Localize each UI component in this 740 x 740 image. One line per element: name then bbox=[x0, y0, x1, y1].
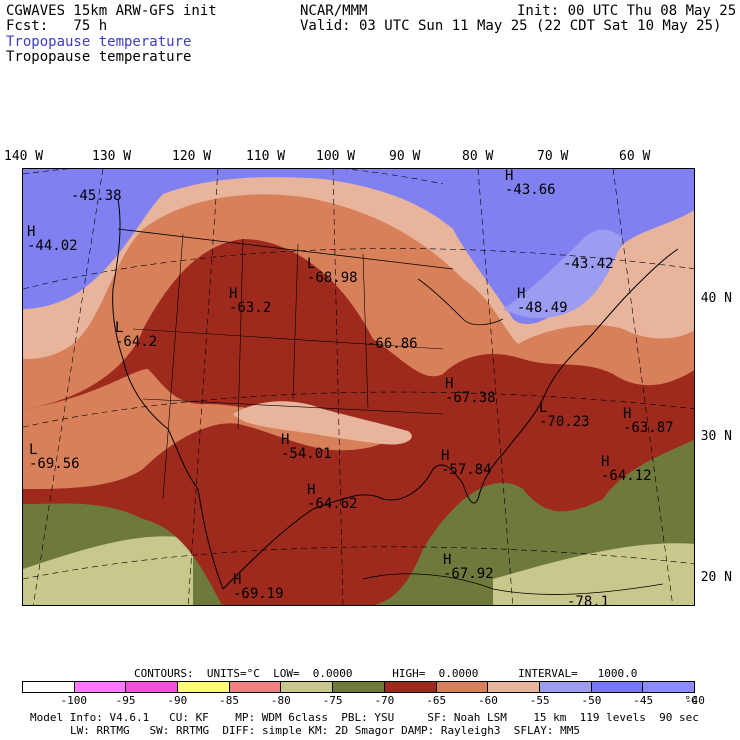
extremum-label: -45.38 bbox=[71, 188, 122, 204]
fill-khaki bbox=[23, 536, 193, 605]
fill-peach bbox=[233, 401, 412, 445]
colorbar-tick-label: -40 bbox=[685, 694, 705, 707]
lon-label: 130 W bbox=[92, 149, 132, 164]
fill-lavender bbox=[503, 229, 623, 319]
extremum-label: H -64.12 bbox=[601, 454, 652, 484]
colorbar-tick-label: -80 bbox=[270, 694, 291, 707]
colorbar-tick-label: -65 bbox=[426, 694, 447, 707]
lat-label: 40 N bbox=[700, 291, 732, 306]
extremum-label: -43.42 bbox=[563, 256, 614, 272]
colorbar-swatch bbox=[591, 682, 644, 692]
colorbar-swatch bbox=[643, 682, 694, 692]
lon-label: 120 W bbox=[172, 149, 212, 164]
extremum-label: H -57.84 bbox=[441, 448, 492, 478]
colorbar-swatch bbox=[539, 682, 592, 692]
colorbar-swatch bbox=[333, 682, 385, 692]
init-time: Init: 00 UTC Thu 08 May 25 bbox=[517, 3, 737, 19]
colorbar bbox=[22, 681, 695, 693]
extremum-label: H -67.92 bbox=[443, 552, 494, 582]
colorbar-swatch bbox=[384, 682, 437, 692]
colorbar-tick-label: -85 bbox=[219, 694, 239, 707]
lon-label: 70 W bbox=[537, 149, 569, 164]
extremum-label: -66.86 bbox=[367, 336, 418, 352]
colorbar-swatch bbox=[488, 682, 540, 692]
extremum-label: H -69.19 bbox=[233, 572, 284, 602]
extremum-label: L -70.23 bbox=[539, 400, 590, 430]
model-info-line2: LW: RRTMG SW: RRTMG DIFF: simple KM: 2D … bbox=[70, 724, 580, 737]
model-info-line1: Model Info: V4.6.1 CU: KF MP: WDM 6class… bbox=[30, 711, 699, 724]
extremum-label: H -67.38 bbox=[445, 376, 496, 406]
field-title: Tropopause temperature bbox=[6, 49, 192, 65]
extremum-label: L -68.98 bbox=[307, 256, 358, 286]
contour-info: CONTOURS: UNITS=°C LOW= 0.0000 HIGH= 0.0… bbox=[134, 667, 638, 680]
lon-label: 100 W bbox=[316, 149, 356, 164]
lat-label: 30 N bbox=[700, 429, 732, 444]
colorbar-tick-label: °C bbox=[684, 694, 698, 707]
colorbar-tick-label: -95 bbox=[115, 694, 136, 707]
lon-label: 110 W bbox=[246, 149, 286, 164]
colorbar-tick-label: -70 bbox=[374, 694, 395, 707]
lat-label: 20 N bbox=[700, 570, 732, 585]
map-panel: -45.38 H -43.66 H -44.02 L -68.98 H -63.2 -4… bbox=[22, 168, 695, 606]
colorbar-swatch bbox=[126, 682, 179, 692]
extremum-label: H -44.02 bbox=[27, 224, 78, 254]
colorbar-tick-label: -50 bbox=[581, 694, 602, 707]
model-title: CGWAVES 15km ARW-GFS init bbox=[6, 3, 217, 19]
colorbar-tick-label: -100 bbox=[60, 694, 88, 707]
colorbar-swatch bbox=[229, 682, 282, 692]
fill-orange bbox=[23, 369, 385, 489]
extremum-label: H -63.2 bbox=[229, 286, 272, 316]
lon-label: 140 W bbox=[4, 149, 44, 164]
extremum-label: H -63.87 bbox=[623, 406, 674, 436]
field-title-blue: Tropopause temperature bbox=[6, 34, 192, 50]
lon-label: 80 W bbox=[462, 149, 494, 164]
extremum-label: L -64.2 bbox=[115, 320, 158, 350]
colorbar-tick-label: -90 bbox=[167, 694, 188, 707]
extremum-label: H -64.62 bbox=[307, 482, 358, 512]
extremum-label: -78.1 bbox=[567, 594, 610, 606]
colorbar-tick-label: -55 bbox=[529, 694, 550, 707]
lon-label: 60 W bbox=[619, 149, 651, 164]
extremum-label: H -48.49 bbox=[517, 286, 568, 316]
org-label: NCAR/MMM bbox=[300, 3, 368, 19]
colorbar-swatch bbox=[74, 682, 127, 692]
colorbar-swatch bbox=[436, 682, 489, 692]
colorbar-swatch bbox=[281, 682, 334, 692]
colorbar-tick-label: -45 bbox=[633, 694, 654, 707]
forecast-hour: Fcst: 75 h bbox=[6, 18, 108, 34]
colorbar-swatch bbox=[178, 682, 230, 692]
extremum-label: H -43.66 bbox=[505, 168, 556, 198]
colorbar-tick-label: -75 bbox=[322, 694, 343, 707]
temperature-field bbox=[23, 169, 694, 605]
colorbar-tick-label: -60 bbox=[477, 694, 498, 707]
lon-label: 90 W bbox=[389, 149, 421, 164]
fill-blue bbox=[23, 169, 694, 324]
valid-time: Valid: 03 UTC Sun 11 May 25 (22 CDT Sat … bbox=[300, 18, 722, 34]
extremum-label: H -54.01 bbox=[281, 432, 332, 462]
extremum-label: L -69.56 bbox=[29, 442, 80, 472]
colorbar-swatch bbox=[23, 682, 75, 692]
